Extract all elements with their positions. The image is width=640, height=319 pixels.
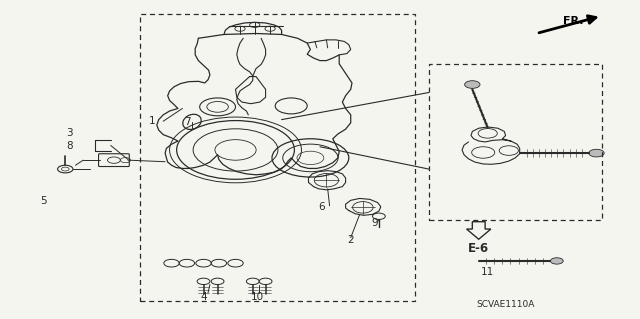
Text: 3: 3 [66,128,72,138]
Bar [429,64,602,220]
Text: 2: 2 [348,235,354,245]
Text: 11: 11 [481,267,494,277]
Text: 7: 7 [184,117,191,127]
Circle shape [589,149,604,157]
Text: 4: 4 [200,292,207,302]
Text: 5: 5 [40,196,47,206]
Text: 1: 1 [149,116,156,126]
Circle shape [465,81,480,88]
Bar [140,14,415,301]
Text: 8: 8 [66,141,72,151]
Text: SCVAE1110A: SCVAE1110A [476,300,535,309]
Circle shape [550,258,563,264]
Text: FR.: FR. [563,16,584,26]
Text: 6: 6 [318,202,324,212]
Text: 9: 9 [371,218,378,228]
Text: E-6: E-6 [468,242,490,255]
Text: 10: 10 [251,292,264,302]
